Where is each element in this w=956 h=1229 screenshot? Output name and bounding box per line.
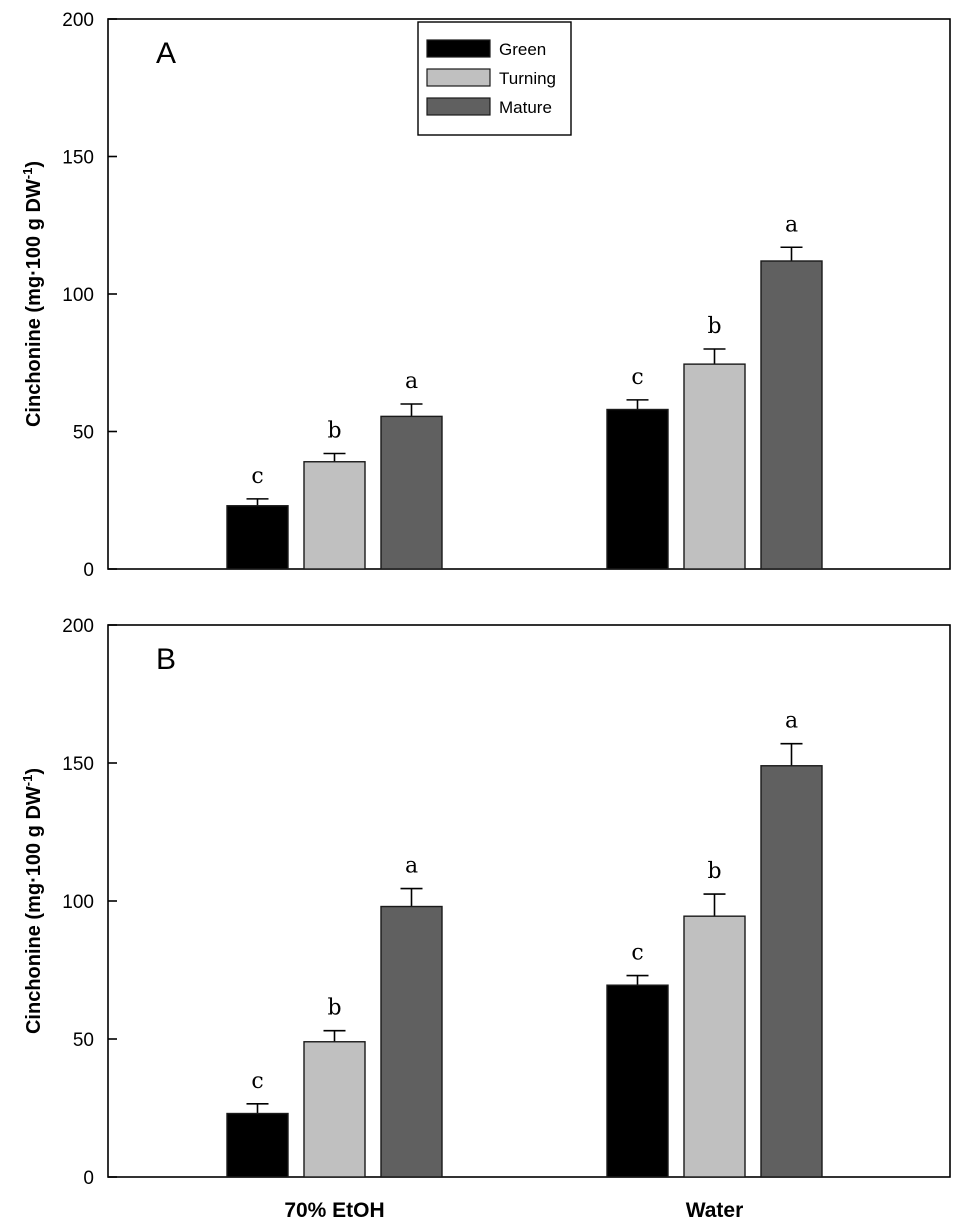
significance-letter: a: [405, 369, 418, 394]
y-tick-label: 0: [83, 560, 94, 581]
y-tick-label: 200: [62, 616, 94, 637]
bar-turning: [683, 915, 746, 1178]
panel-label: A: [156, 37, 176, 70]
y-tick-label: 150: [62, 754, 94, 775]
y-tick-label: 0: [83, 1168, 94, 1189]
panel-B: 0 50 100 150 200 B Cinchonine (mg·100 g DW-1) c…: [20, 616, 951, 1222]
plot-frame: [107, 624, 951, 1178]
x-category-label: Water: [686, 1199, 744, 1222]
bar-turning: [303, 1041, 366, 1178]
bar-green: [226, 505, 289, 570]
y-tick-label: 50: [73, 423, 94, 444]
legend: Green Turning Mature: [417, 21, 572, 136]
bar-turning: [683, 363, 746, 570]
significance-letter: c: [251, 1069, 263, 1094]
bar-mature: [760, 260, 823, 570]
bar-mature: [380, 415, 443, 570]
significance-letter: c: [631, 941, 643, 966]
x-category-label: 70% EtOH: [284, 1199, 384, 1222]
y-axis-label: Cinchonine (mg·100 g DW-1): [20, 768, 45, 1034]
bar-mature: [760, 765, 823, 1178]
panel-A: 0 50 100 150 200 A Cinchonine (mg·100 g DW-1) c…: [20, 10, 951, 581]
legend-label: Mature: [499, 98, 552, 117]
bar-green: [606, 408, 669, 570]
legend-swatch-mature: [426, 97, 491, 116]
legend-label: Green: [499, 40, 546, 59]
significance-letter: c: [631, 365, 643, 390]
legend-swatch-green: [426, 39, 491, 58]
y-tick-label: 200: [62, 10, 94, 31]
legend-swatch-turning: [426, 68, 491, 87]
y-tick-label: 100: [62, 892, 94, 913]
panel-label: B: [156, 643, 176, 676]
significance-letter: b: [327, 996, 341, 1021]
significance-letter: a: [785, 709, 798, 734]
significance-letter: c: [251, 464, 263, 489]
bar-green: [606, 984, 669, 1178]
y-tick-label: 150: [62, 148, 94, 169]
significance-letter: a: [405, 854, 418, 879]
significance-letter: b: [327, 419, 341, 444]
bar-mature: [380, 905, 443, 1178]
bar-green: [226, 1112, 289, 1178]
y-tick-label: 100: [62, 285, 94, 306]
significance-letter: b: [707, 314, 721, 339]
bar-turning: [303, 461, 366, 570]
legend-label: Turning: [499, 69, 556, 88]
y-axis-label: Cinchonine (mg·100 g DW-1): [20, 161, 45, 427]
significance-letter: b: [707, 859, 721, 884]
significance-letter: a: [785, 212, 798, 237]
y-tick-label: 50: [73, 1030, 94, 1051]
